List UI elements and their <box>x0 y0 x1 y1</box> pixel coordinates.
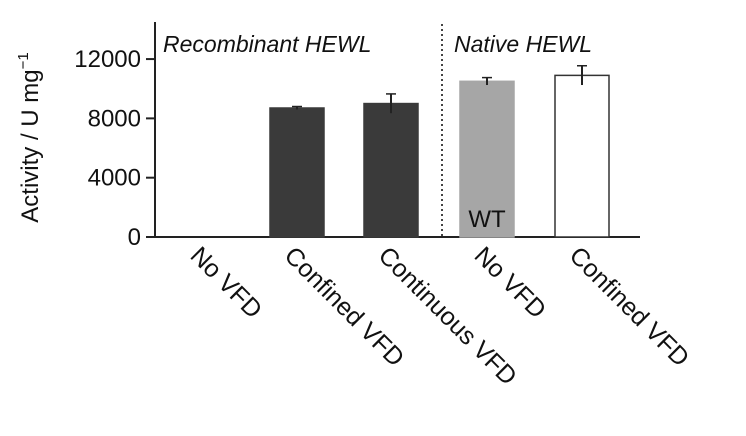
group-label: Recombinant HEWL <box>163 31 371 57</box>
y-axis-title-text: Activity / U mg <box>17 69 44 222</box>
y-tick-label: 12000 <box>74 46 141 73</box>
group-label: Native HEWL <box>454 31 592 57</box>
x-category-label: Confined VFD <box>564 241 695 372</box>
x-category-label: No VFD <box>469 241 552 324</box>
x-category-label: No VFD <box>185 241 268 324</box>
bar <box>269 107 325 238</box>
bar <box>459 80 515 238</box>
axes-group: 0 4000 8000 12000 <box>74 22 640 251</box>
bar <box>554 74 610 238</box>
bar <box>363 102 419 238</box>
bar-annotation: WT <box>468 206 506 233</box>
y-axis-title: Activity / U mg−1 <box>15 52 44 222</box>
bars-group <box>269 64 610 238</box>
y-tick-label: 8000 <box>88 105 141 132</box>
y-tick-label: 0 <box>128 224 141 251</box>
y-axis-title-superscript: −1 <box>15 52 32 69</box>
y-tick-label: 4000 <box>88 165 141 192</box>
